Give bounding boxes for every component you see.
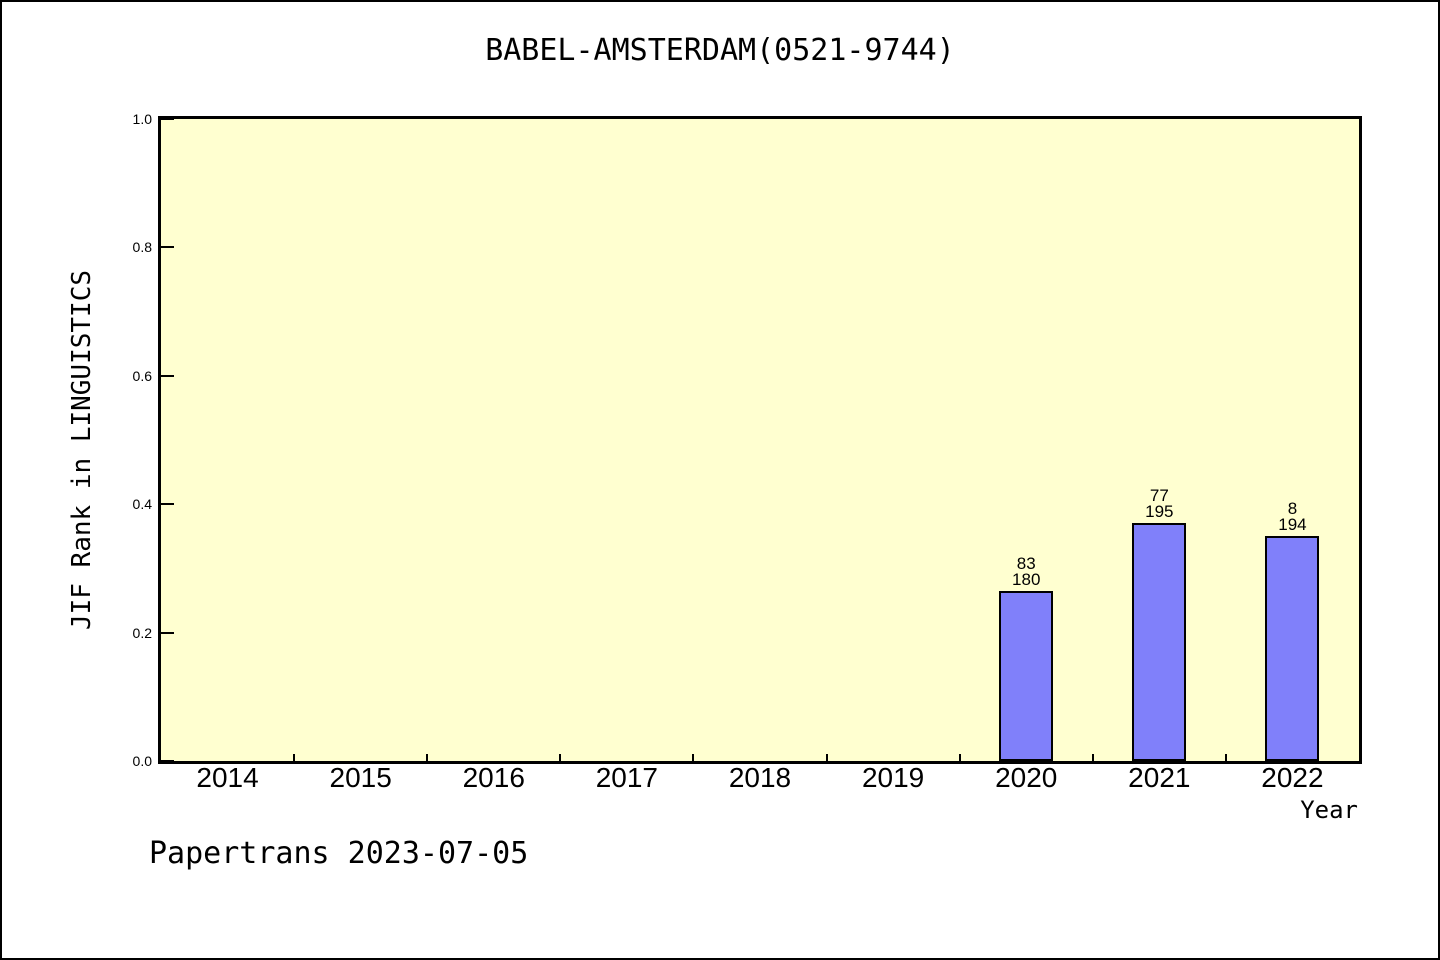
bar-annotation-2020: 83 180 (1012, 554, 1041, 589)
y-tick-label: 0.6 (132, 367, 152, 384)
y-tick-mark (161, 246, 174, 249)
y-tick-label: 0.2 (132, 624, 152, 641)
x-tick-mark (426, 754, 429, 761)
footer-watermark: Papertrans 2023-07-05 (149, 836, 529, 871)
x-tick-mark (692, 754, 695, 761)
y-tick-mark (161, 374, 174, 377)
x-tick-mark (559, 754, 562, 761)
y-tick-mark (161, 631, 174, 634)
x-tick-label-2017: 2017 (595, 762, 659, 793)
y-tick-mark (161, 118, 174, 120)
x-tick-mark (293, 754, 296, 761)
bar-annotation-2022: 8 194 (1278, 499, 1307, 534)
x-tick-mark (958, 754, 961, 761)
x-tick-label-2016: 2016 (462, 762, 525, 793)
x-tick-label-2021: 2021 (1128, 762, 1191, 793)
x-tick-label-2019: 2019 (861, 762, 925, 793)
bar-2021 (1132, 523, 1187, 761)
y-tick-label: 0.8 (132, 239, 152, 256)
x-tick-label-2015: 2015 (329, 762, 392, 793)
chart-title: BABEL-AMSTERDAM(0521-9744) (485, 33, 955, 68)
bar-annotation-2021: 77 195 (1145, 486, 1174, 521)
y-tick-label: 1.0 (132, 111, 152, 127)
x-tick-mark (1091, 754, 1094, 761)
x-tick-label-2018: 2018 (728, 762, 792, 793)
x-tick-label-2014: 2014 (196, 762, 259, 793)
y-tick-mark (161, 760, 174, 762)
y-tick-label: 0.4 (132, 496, 152, 513)
y-axis-title: JIF Rank in LINGUISTICS (67, 269, 97, 631)
x-tick-mark (825, 754, 828, 761)
x-axis-title: Year (1300, 796, 1358, 824)
x-tick-mark (1224, 754, 1227, 761)
x-tick-label-2020: 2020 (995, 762, 1058, 793)
y-tick-mark (161, 503, 174, 506)
x-tick-label-2022: 2022 (1261, 762, 1324, 793)
bar-2020 (999, 591, 1054, 761)
y-tick-label: 0.0 (132, 753, 152, 769)
plot-area: 83 180 77 195 8 194 (158, 116, 1362, 764)
bar-2022 (1265, 536, 1320, 761)
